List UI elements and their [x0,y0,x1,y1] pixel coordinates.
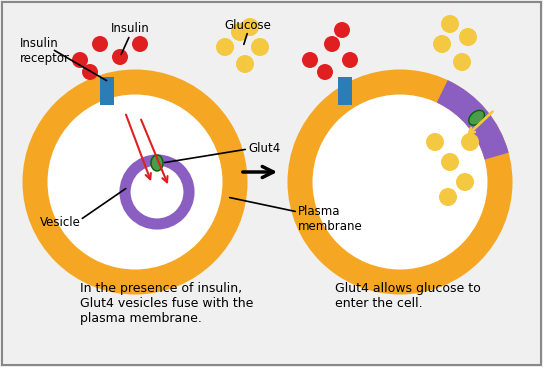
Circle shape [441,153,459,171]
Text: Plasma
membrane: Plasma membrane [298,205,363,233]
Text: Glucose: Glucose [225,19,272,32]
Circle shape [132,36,148,52]
Circle shape [72,52,88,68]
Circle shape [241,18,259,36]
Ellipse shape [469,110,484,125]
FancyBboxPatch shape [100,77,114,105]
Circle shape [216,38,234,56]
Circle shape [456,173,474,191]
Circle shape [35,82,235,282]
Circle shape [317,64,333,80]
Circle shape [342,52,358,68]
Circle shape [236,55,254,73]
Text: Glut4 allows glucose to
enter the cell.: Glut4 allows glucose to enter the cell. [335,282,481,310]
Circle shape [441,15,459,33]
Circle shape [125,160,189,224]
Circle shape [461,133,479,151]
Circle shape [324,36,340,52]
Text: Vesicle: Vesicle [40,215,80,229]
Circle shape [251,38,269,56]
Circle shape [92,36,108,52]
Circle shape [82,64,98,80]
Text: Glut4: Glut4 [248,142,280,156]
Circle shape [426,133,444,151]
Circle shape [334,22,350,38]
Circle shape [302,52,318,68]
Text: In the presence of insulin,
Glut4 vesicles fuse with the
plasma membrane.: In the presence of insulin, Glut4 vesicl… [80,282,254,325]
Circle shape [439,188,457,206]
Circle shape [433,35,451,53]
Circle shape [112,49,128,65]
Ellipse shape [151,155,163,171]
Circle shape [300,82,500,282]
Circle shape [459,28,477,46]
Circle shape [231,23,249,41]
Circle shape [453,53,471,71]
Text: Insulin
receptor: Insulin receptor [20,37,70,65]
FancyBboxPatch shape [338,77,352,105]
Text: Insulin: Insulin [111,22,149,35]
